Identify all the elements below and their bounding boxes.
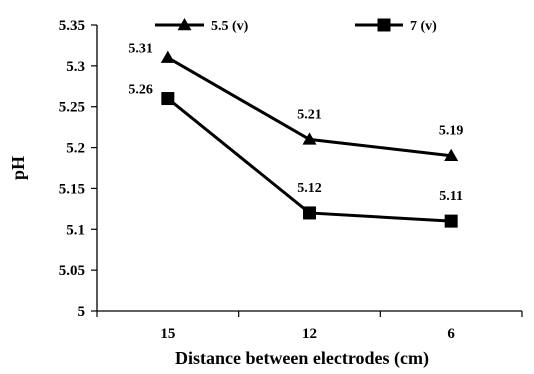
series-1: 5.31 5.21 5.19 bbox=[128, 42, 463, 161]
x-tick-label: 6 bbox=[447, 326, 455, 342]
y-tick-label: 5.15 bbox=[59, 181, 85, 197]
x-axis: 15 12 6 bbox=[96, 310, 523, 342]
legend: 5.5 (v) 7 (v) bbox=[155, 18, 437, 34]
y-tick-label: 5.1 bbox=[66, 222, 85, 238]
triangle-marker bbox=[177, 18, 192, 31]
data-label: 5.12 bbox=[297, 181, 322, 196]
data-label: 5.26 bbox=[128, 83, 153, 98]
y-tick-label: 5.2 bbox=[66, 141, 85, 157]
x-tick-label: 15 bbox=[160, 326, 175, 342]
triangle-marker bbox=[444, 148, 459, 161]
y-axis: 5 5.05 5.1 5.15 5.2 5.25 5.3 5.35 bbox=[59, 18, 98, 320]
legend-item-2: 7 (v) bbox=[355, 18, 437, 34]
square-marker bbox=[161, 92, 175, 106]
series-layer: 5.31 5.21 5.19 5.26 5.12 5.11 bbox=[128, 42, 463, 228]
triangle-marker bbox=[302, 132, 317, 145]
legend-label: 5.5 (v) bbox=[211, 19, 249, 34]
square-marker bbox=[303, 206, 316, 220]
data-label: 5.19 bbox=[439, 124, 464, 139]
series-2: 5.26 5.12 5.11 bbox=[128, 83, 463, 228]
x-axis-title: Distance between electrodes (cm) bbox=[175, 348, 429, 369]
legend-item-1: 5.5 (v) bbox=[155, 18, 249, 34]
data-label: 5.21 bbox=[297, 107, 322, 122]
data-label: 5.31 bbox=[128, 42, 153, 57]
triangle-marker bbox=[160, 50, 175, 63]
y-tick-label: 5.3 bbox=[66, 59, 85, 75]
y-axis-title: pH bbox=[8, 156, 28, 180]
y-tick-label: 5.05 bbox=[59, 263, 85, 279]
y-tick-label: 5.35 bbox=[59, 18, 85, 34]
x-tick-label: 12 bbox=[302, 326, 317, 342]
square-marker bbox=[444, 214, 458, 228]
y-tick-label: 5 bbox=[78, 304, 86, 320]
data-label: 5.11 bbox=[439, 189, 463, 204]
legend-label: 7 (v) bbox=[410, 19, 437, 34]
y-tick-label: 5.25 bbox=[59, 100, 85, 116]
square-marker bbox=[377, 18, 391, 32]
